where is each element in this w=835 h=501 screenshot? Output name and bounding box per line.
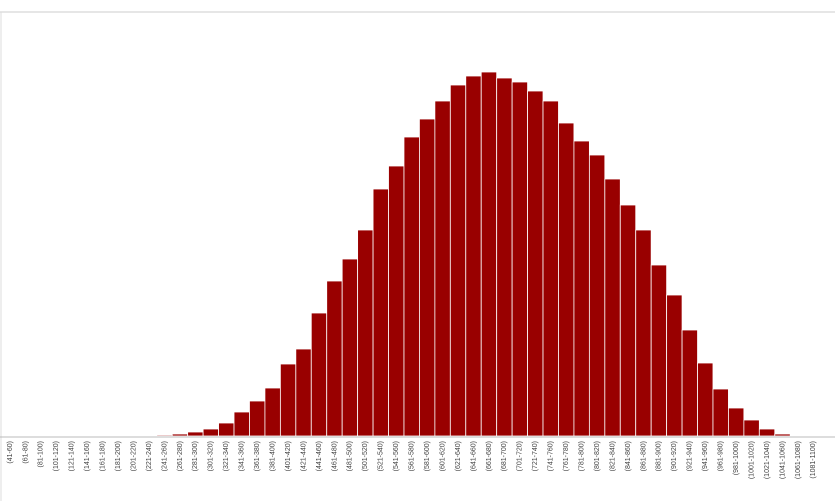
- bar: [372, 188, 389, 437]
- x-tick-label: (581-600): [424, 441, 431, 471]
- x-tick-label: (421-440): [300, 441, 307, 471]
- x-tick-label: (961-980): [718, 441, 725, 471]
- bar: [542, 100, 559, 437]
- x-tick-label: (241-260): [161, 441, 168, 471]
- bar: [279, 363, 297, 437]
- bar: [419, 118, 436, 437]
- bar: [666, 294, 683, 437]
- bar: [264, 387, 281, 437]
- x-tick-label: (981-1000): [733, 441, 740, 475]
- bar: [326, 280, 343, 437]
- x-tick-label: (641-660): [470, 441, 477, 471]
- bar: [249, 400, 266, 437]
- bar: [403, 136, 420, 437]
- bar: [480, 71, 498, 437]
- bar: [218, 422, 235, 437]
- bar: [728, 407, 745, 437]
- bar: [697, 362, 714, 437]
- x-tick-label: (261-280): [177, 441, 184, 471]
- x-tick-label: (661-680): [486, 441, 493, 471]
- bar: [496, 77, 513, 437]
- bar: [635, 229, 652, 437]
- x-tick-label: (941-960): [702, 441, 709, 471]
- bar: [588, 154, 606, 437]
- bar: [233, 411, 250, 437]
- bar: [681, 329, 698, 437]
- bar: [202, 428, 219, 437]
- bar: [357, 229, 374, 437]
- x-tick-label: (881-900): [656, 441, 663, 471]
- x-tick-label: (321-340): [223, 441, 230, 471]
- x-tick-label: (741-760): [548, 441, 555, 471]
- x-tick-label: (1021-1040): [764, 441, 771, 479]
- x-tick-label: (801-820): [594, 441, 601, 471]
- x-tick-label: (841-860): [625, 441, 632, 471]
- bar: [511, 81, 528, 437]
- bar: [650, 264, 668, 437]
- x-tick-label: (161-180): [100, 441, 107, 471]
- x-tick-label: (341-360): [239, 441, 246, 471]
- x-tick-label: (1041-1060): [779, 441, 786, 479]
- x-tick-label: (481-500): [347, 441, 354, 471]
- x-tick-label: (821-840): [609, 441, 616, 471]
- x-tick-label: (521-540): [378, 441, 385, 471]
- x-tick-label: (181-200): [115, 441, 122, 471]
- bar: [604, 178, 621, 437]
- x-tick-label: (921-940): [687, 441, 694, 471]
- x-tick-label: (501-520): [362, 441, 369, 471]
- x-tick-label: (721-740): [532, 441, 539, 471]
- x-tick-label: (601-620): [439, 441, 446, 471]
- bar: [388, 165, 405, 437]
- x-tick-label: (61-80): [22, 441, 29, 464]
- x-tick-label: (201-220): [130, 441, 137, 471]
- bar: [310, 312, 328, 437]
- bar: [171, 433, 189, 437]
- x-tick-label: (381-400): [269, 441, 276, 471]
- bar: [465, 75, 482, 437]
- x-tick-label: (1001-1020): [748, 441, 755, 479]
- x-tick-label: (121-140): [69, 441, 76, 471]
- x-tick-label: (901-920): [671, 441, 678, 471]
- x-tick-label: (1061-1080): [795, 441, 802, 479]
- bar: [774, 433, 791, 437]
- x-tick-label: (361-380): [254, 441, 261, 471]
- bar: [156, 434, 173, 437]
- x-tick-label: (561-580): [409, 441, 416, 471]
- bar: [573, 140, 590, 437]
- bar: [449, 84, 467, 437]
- bar: [341, 258, 359, 437]
- x-tick-label: (141-160): [84, 441, 91, 471]
- x-tick-label: (781-800): [578, 441, 585, 471]
- x-tick-label: (81-100): [38, 441, 45, 467]
- x-tick-label: (461-480): [331, 441, 338, 471]
- bar: [295, 348, 312, 437]
- x-tick-label: (681-700): [501, 441, 508, 471]
- bar: [434, 100, 451, 437]
- x-tick-label: (301-320): [208, 441, 215, 471]
- x-tick-label: (621-640): [455, 441, 462, 471]
- bar: [758, 428, 776, 437]
- bar: [712, 388, 729, 437]
- x-tick-label: (401-420): [285, 441, 292, 471]
- bar: [187, 431, 204, 437]
- x-tick-label: (221-240): [146, 441, 153, 471]
- x-tick-label: (101-120): [53, 441, 60, 471]
- x-tick-label: (861-880): [640, 441, 647, 471]
- bar: [558, 122, 575, 437]
- x-tick-label: (541-560): [393, 441, 400, 471]
- x-tick-label: (761-780): [563, 441, 570, 471]
- bar: [619, 204, 637, 437]
- x-tick-label: (1081-1100): [810, 441, 817, 479]
- x-tick-label: (441-460): [316, 441, 323, 471]
- bar: [743, 419, 760, 437]
- x-tick-label: (701-720): [517, 441, 524, 471]
- x-tick-label: (281-300): [192, 441, 199, 471]
- bar: [527, 90, 544, 437]
- x-tick-label: (41-60): [7, 441, 14, 464]
